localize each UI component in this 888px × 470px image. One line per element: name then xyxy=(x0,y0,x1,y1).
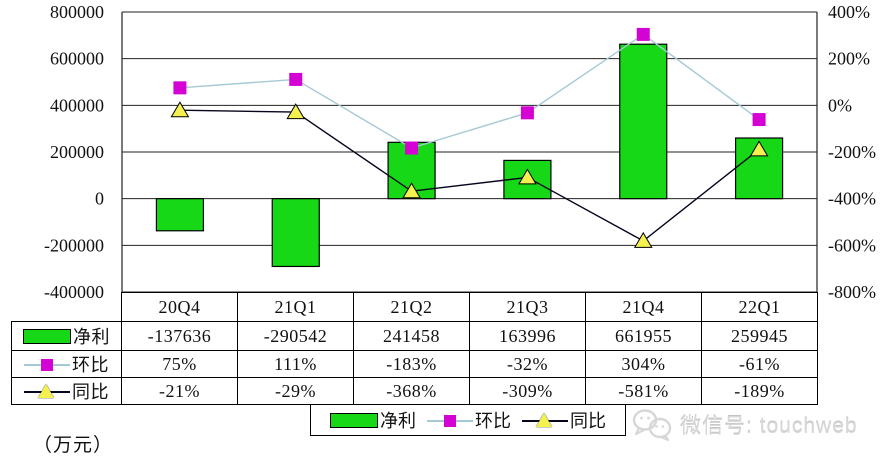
table-row-yoy: 同比 -21% -29% -368% -309% -581% -189% xyxy=(11,377,818,405)
axis-unit-label: （万元） xyxy=(33,435,114,456)
yoy-marker-triangle xyxy=(402,182,421,199)
qoq-line xyxy=(179,33,760,149)
legend-item-net-profit: 净利 xyxy=(330,407,416,433)
row-label-qoq: 环比 xyxy=(11,350,122,378)
net-profit-swatch-icon xyxy=(330,412,378,428)
table-header-row: 20Q4 21Q1 21Q2 21Q3 21Q4 22Q1 xyxy=(12,292,818,322)
chart-legend: 净利 环比 同比 xyxy=(310,404,626,436)
right-axis-tick: -200% xyxy=(828,142,876,162)
left-axis-tick: 800000 xyxy=(50,2,104,22)
qoq-marker-square xyxy=(752,113,766,127)
table-cell: -189% xyxy=(701,377,818,405)
column-header: 21Q3 xyxy=(469,292,586,322)
table-row-qoq: 环比 75% 111% -183% -32% 304% -61% xyxy=(11,350,818,378)
qoq-marker-square xyxy=(636,27,650,41)
table-cell: -368% xyxy=(353,377,470,405)
row-label-text: 净利 xyxy=(73,327,110,347)
row-label-net-profit: 净利 xyxy=(11,321,122,351)
table-cell: -183% xyxy=(353,350,470,378)
left-axis-tick: -200000 xyxy=(44,235,104,255)
yoy-marker-triangle xyxy=(749,140,769,157)
yoy-marker-triangle xyxy=(633,231,653,248)
net-profit-bar xyxy=(155,198,205,232)
yoy-marker-triangle xyxy=(518,168,537,185)
qoq-swatch-icon xyxy=(427,413,473,428)
left-axis-tick: 200000 xyxy=(50,142,104,162)
legend-item-qoq: 环比 xyxy=(427,407,511,433)
table-cell: -21% xyxy=(121,377,238,405)
table-corner-spacer xyxy=(12,293,122,322)
wechat-icon xyxy=(632,409,672,442)
table-cell: 259945 xyxy=(701,321,818,351)
net-profit-bar xyxy=(271,198,320,268)
legend-label: 环比 xyxy=(475,411,511,431)
yoy-line xyxy=(179,109,760,242)
column-header: 20Q4 xyxy=(121,292,238,322)
right-axis-tick: 200% xyxy=(828,49,870,69)
yoy-swatch-icon xyxy=(522,412,568,428)
right-axis-tick: -800% xyxy=(828,282,876,300)
table-cell: -290542 xyxy=(237,321,354,351)
table-cell: 75% xyxy=(121,350,238,378)
left-axis-tick: 600000 xyxy=(50,49,104,69)
table-row-net-profit: 净利 -137636 -290542 241458 163996 661955 … xyxy=(11,321,818,351)
legend-item-yoy: 同比 xyxy=(522,407,606,433)
yoy-marker-triangle xyxy=(286,103,306,120)
right-axis-tick: 400% xyxy=(828,2,870,22)
table-cell: 111% xyxy=(237,350,354,378)
row-label-text: 同比 xyxy=(72,382,109,402)
yoy-swatch-icon xyxy=(24,383,70,399)
right-axis-tick: -400% xyxy=(828,189,876,209)
table-cell: 304% xyxy=(585,350,702,378)
table-cell: -61% xyxy=(701,350,818,378)
row-label-yoy: 同比 xyxy=(11,377,122,405)
table-cell: 163996 xyxy=(469,321,586,351)
qoq-swatch-icon xyxy=(24,357,70,372)
table-cell: 241458 xyxy=(353,321,470,351)
right-axis-tick: -600% xyxy=(828,235,876,255)
combo-chart: 800000 400% 600000 200% 400000 0% 200000 -200% 0… xyxy=(44,2,876,300)
qoq-marker-square xyxy=(173,81,187,95)
table-cell: 661955 xyxy=(585,321,702,351)
data-table: 20Q4 21Q1 21Q2 21Q3 21Q4 22Q1 净利 -137636… xyxy=(11,292,818,405)
legend-label: 净利 xyxy=(380,411,416,431)
row-label-text: 环比 xyxy=(72,355,109,375)
net-profit-swatch-icon xyxy=(23,328,71,344)
column-header: 21Q2 xyxy=(353,292,470,322)
column-header: 21Q1 xyxy=(237,292,354,322)
net-profit-bar xyxy=(619,43,668,200)
left-axis-tick: -400000 xyxy=(44,282,104,300)
column-header: 21Q4 xyxy=(585,292,702,322)
left-axis-tick: 400000 xyxy=(50,95,104,115)
table-cell: -32% xyxy=(469,350,586,378)
column-header: 22Q1 xyxy=(701,292,818,322)
table-cell: -581% xyxy=(585,377,702,405)
watermark: 微信号: touchweb xyxy=(632,406,858,444)
table-cell: -29% xyxy=(237,377,354,405)
table-cell: -309% xyxy=(469,377,586,405)
left-axis-tick: 0 xyxy=(95,189,104,209)
yoy-marker-triangle xyxy=(170,101,190,118)
qoq-marker-square xyxy=(289,72,303,86)
legend-label: 同比 xyxy=(570,411,606,431)
table-cell: -137636 xyxy=(121,321,238,351)
right-axis-tick: 0% xyxy=(828,95,852,115)
qoq-marker-square xyxy=(405,141,419,155)
qoq-marker-square xyxy=(520,106,534,120)
watermark-text: 微信号: touchweb xyxy=(680,415,858,438)
